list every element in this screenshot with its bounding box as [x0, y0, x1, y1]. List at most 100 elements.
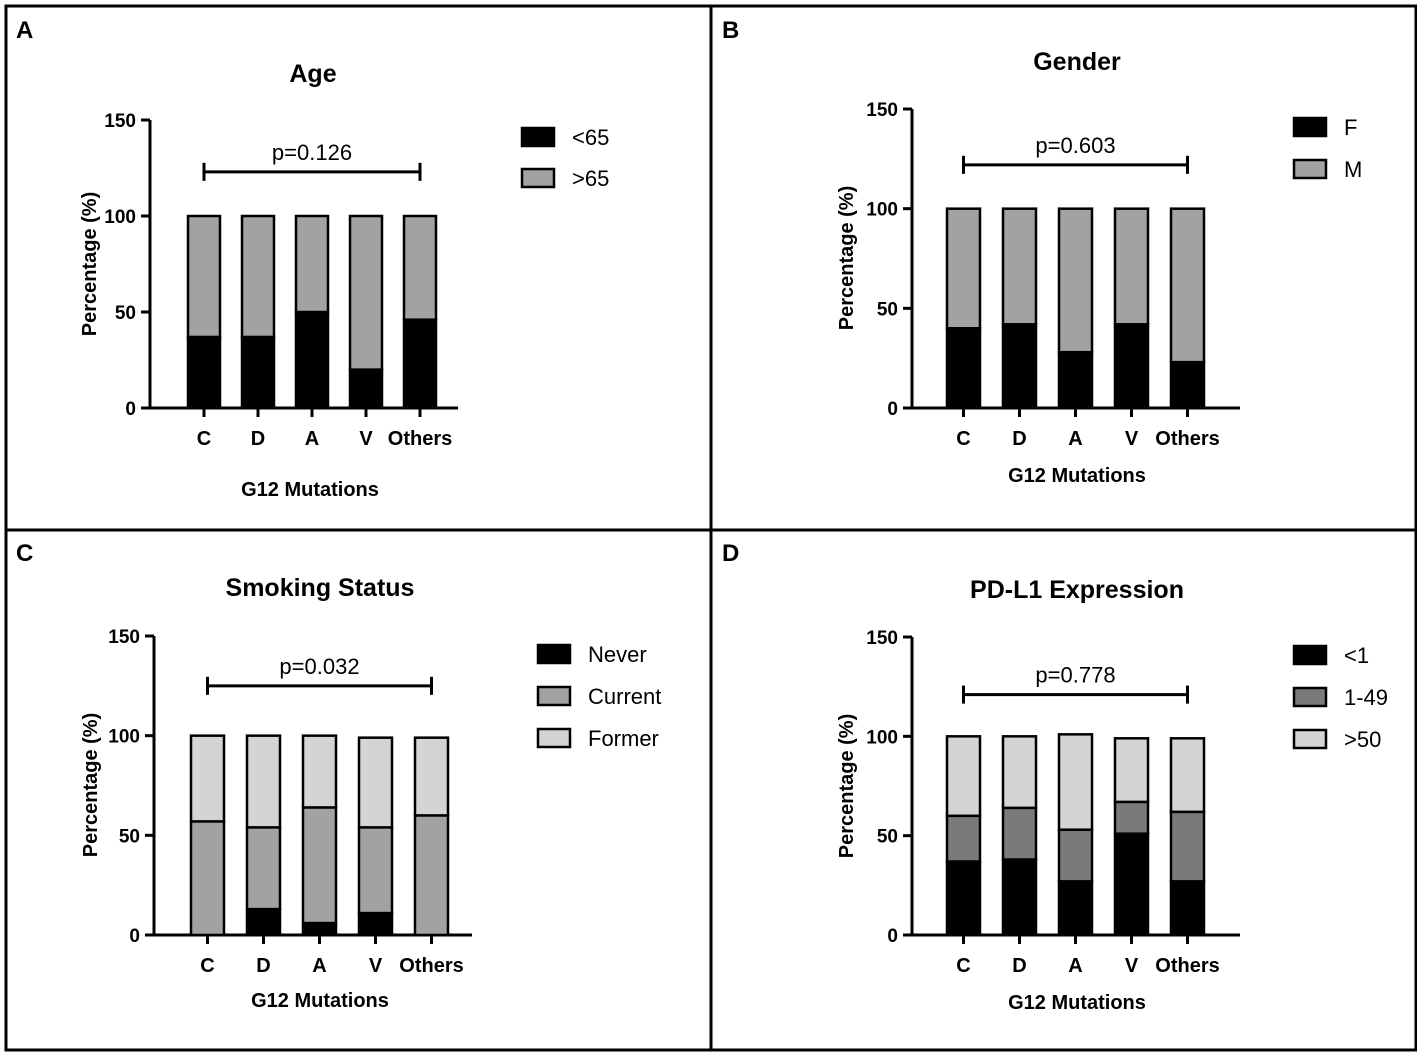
x-tick-label: C: [200, 955, 214, 977]
bar-segment-v-1: [1113, 832, 1150, 937]
legend-swatch: [1292, 116, 1328, 138]
x-tick-label: V: [1125, 428, 1139, 450]
x-tick-label: D: [251, 428, 265, 450]
legend-swatch: [1292, 158, 1328, 180]
y-tick-label: 50: [115, 303, 136, 324]
legend-label: <65: [572, 125, 609, 150]
bar-segment-v-3: [1113, 737, 1150, 804]
bar-segment-v-2: [348, 214, 384, 371]
y-tick-label: 150: [108, 627, 140, 648]
x-axis-label: G12 Mutations: [1008, 465, 1146, 487]
y-tick-label: 50: [119, 826, 140, 847]
y-tick-label: 150: [104, 111, 136, 132]
y-tick-label: 0: [129, 926, 140, 947]
legend-swatch: [520, 126, 556, 148]
panel-letter: C: [16, 540, 33, 567]
bar-segment-a-2: [1057, 828, 1094, 883]
legend-label: M: [1344, 157, 1362, 182]
bar-segment-c-2: [945, 207, 982, 330]
p-value-label: p=0.032: [279, 654, 359, 679]
bar-segment-d-1: [1001, 858, 1038, 937]
legend-label: Former: [588, 726, 659, 751]
y-axis-label: Percentage (%): [836, 714, 858, 859]
bar-segment-a-1: [301, 921, 338, 937]
x-tick-label: A: [1068, 955, 1082, 977]
chart-title: PD-L1 Expression: [970, 576, 1184, 604]
bar-segment-others-1: [1169, 360, 1206, 410]
x-axis-label: G12 Mutations: [241, 479, 379, 501]
x-tick-label: Others: [388, 428, 452, 450]
panel-D: D PD-L1 Expression 0 50 100 150 C D A V Others p=0.…: [709, 528, 1417, 1052]
bar-segment-c-1: [945, 860, 982, 937]
x-tick-label: C: [956, 428, 970, 450]
x-tick-label: A: [1068, 428, 1082, 450]
bar-segment-c-1: [186, 335, 222, 410]
bar-segment-d-2: [1001, 207, 1038, 326]
panel-C: C Smoking Status 0 50 100 150 C D A V Others p=0.03…: [4, 528, 713, 1052]
bar-segment-v-2: [1113, 207, 1150, 326]
x-axis-label: G12 Mutations: [1008, 992, 1146, 1014]
panel-letter: B: [722, 17, 739, 44]
y-tick-label: 50: [877, 299, 898, 320]
x-axis-label: G12 Mutations: [251, 990, 389, 1012]
bar-segment-v-3: [357, 736, 394, 829]
bar-segment-v-1: [357, 911, 394, 937]
bar-segment-v-1: [1113, 323, 1150, 410]
y-tick-label: 0: [887, 926, 898, 947]
bar-segment-others-3: [413, 736, 450, 817]
x-tick-label: V: [359, 428, 373, 450]
panel-letter: A: [16, 17, 33, 44]
x-tick-label: D: [1012, 428, 1026, 450]
legend-swatch: [520, 167, 556, 189]
x-tick-label: V: [369, 955, 383, 977]
bar-segment-a-3: [1057, 733, 1094, 831]
chart-title: Age: [289, 60, 336, 88]
bar-segment-d-3: [245, 734, 282, 829]
legend-swatch: [1292, 644, 1328, 666]
bar-segment-v-1: [348, 368, 384, 410]
x-tick-label: C: [956, 955, 970, 977]
legend-swatch: [1292, 728, 1328, 750]
legend-label: F: [1344, 115, 1357, 140]
bar-segment-c-1: [945, 327, 982, 410]
legend-label: >65: [572, 166, 609, 191]
bar-segment-a-2: [294, 214, 330, 314]
bar-segment-v-2: [357, 826, 394, 915]
bar-segment-others-2: [1169, 207, 1206, 364]
bar-segment-a-2: [1057, 207, 1094, 354]
p-value-label: p=0.603: [1035, 133, 1115, 158]
bar-segment-d-2: [240, 214, 276, 339]
x-tick-label: A: [312, 955, 326, 977]
legend-swatch: [536, 727, 572, 749]
p-value-label: p=0.126: [272, 140, 352, 165]
x-tick-label: Others: [1155, 955, 1219, 977]
chart-title: Smoking Status: [226, 574, 415, 602]
chart-title: Gender: [1033, 48, 1121, 76]
y-axis-label: Percentage (%): [80, 713, 102, 858]
y-axis-label: Percentage (%): [79, 192, 101, 337]
x-tick-label: C: [197, 428, 211, 450]
bar-segment-others-2: [413, 814, 450, 937]
bar-segment-d-2: [245, 826, 282, 911]
x-tick-label: Others: [1155, 428, 1219, 450]
y-tick-label: 100: [866, 727, 898, 748]
bar-segment-a-1: [1057, 350, 1094, 410]
bar-segment-d-1: [1001, 323, 1038, 410]
y-tick-label: 0: [125, 399, 136, 420]
panel-B: B Gender 0 50 100 150 C D A V Others p=0.603 Percent…: [709, 4, 1417, 532]
y-axis-label: Percentage (%): [836, 186, 858, 331]
y-tick-label: 100: [104, 207, 136, 228]
legend-label: 1-49: [1344, 685, 1388, 710]
bar-segment-others-2: [402, 214, 438, 321]
bar-segment-a-2: [301, 806, 338, 925]
bar-segment-v-2: [1113, 800, 1150, 835]
y-tick-label: 150: [866, 628, 898, 649]
x-tick-label: Others: [399, 955, 463, 977]
bar-segment-others-3: [1169, 737, 1206, 814]
bar-segment-c-3: [189, 734, 226, 823]
bar-segment-a-3: [301, 734, 338, 809]
legend-swatch: [1292, 686, 1328, 708]
bar-segment-c-2: [189, 820, 226, 937]
bar-segment-c-2: [945, 814, 982, 863]
